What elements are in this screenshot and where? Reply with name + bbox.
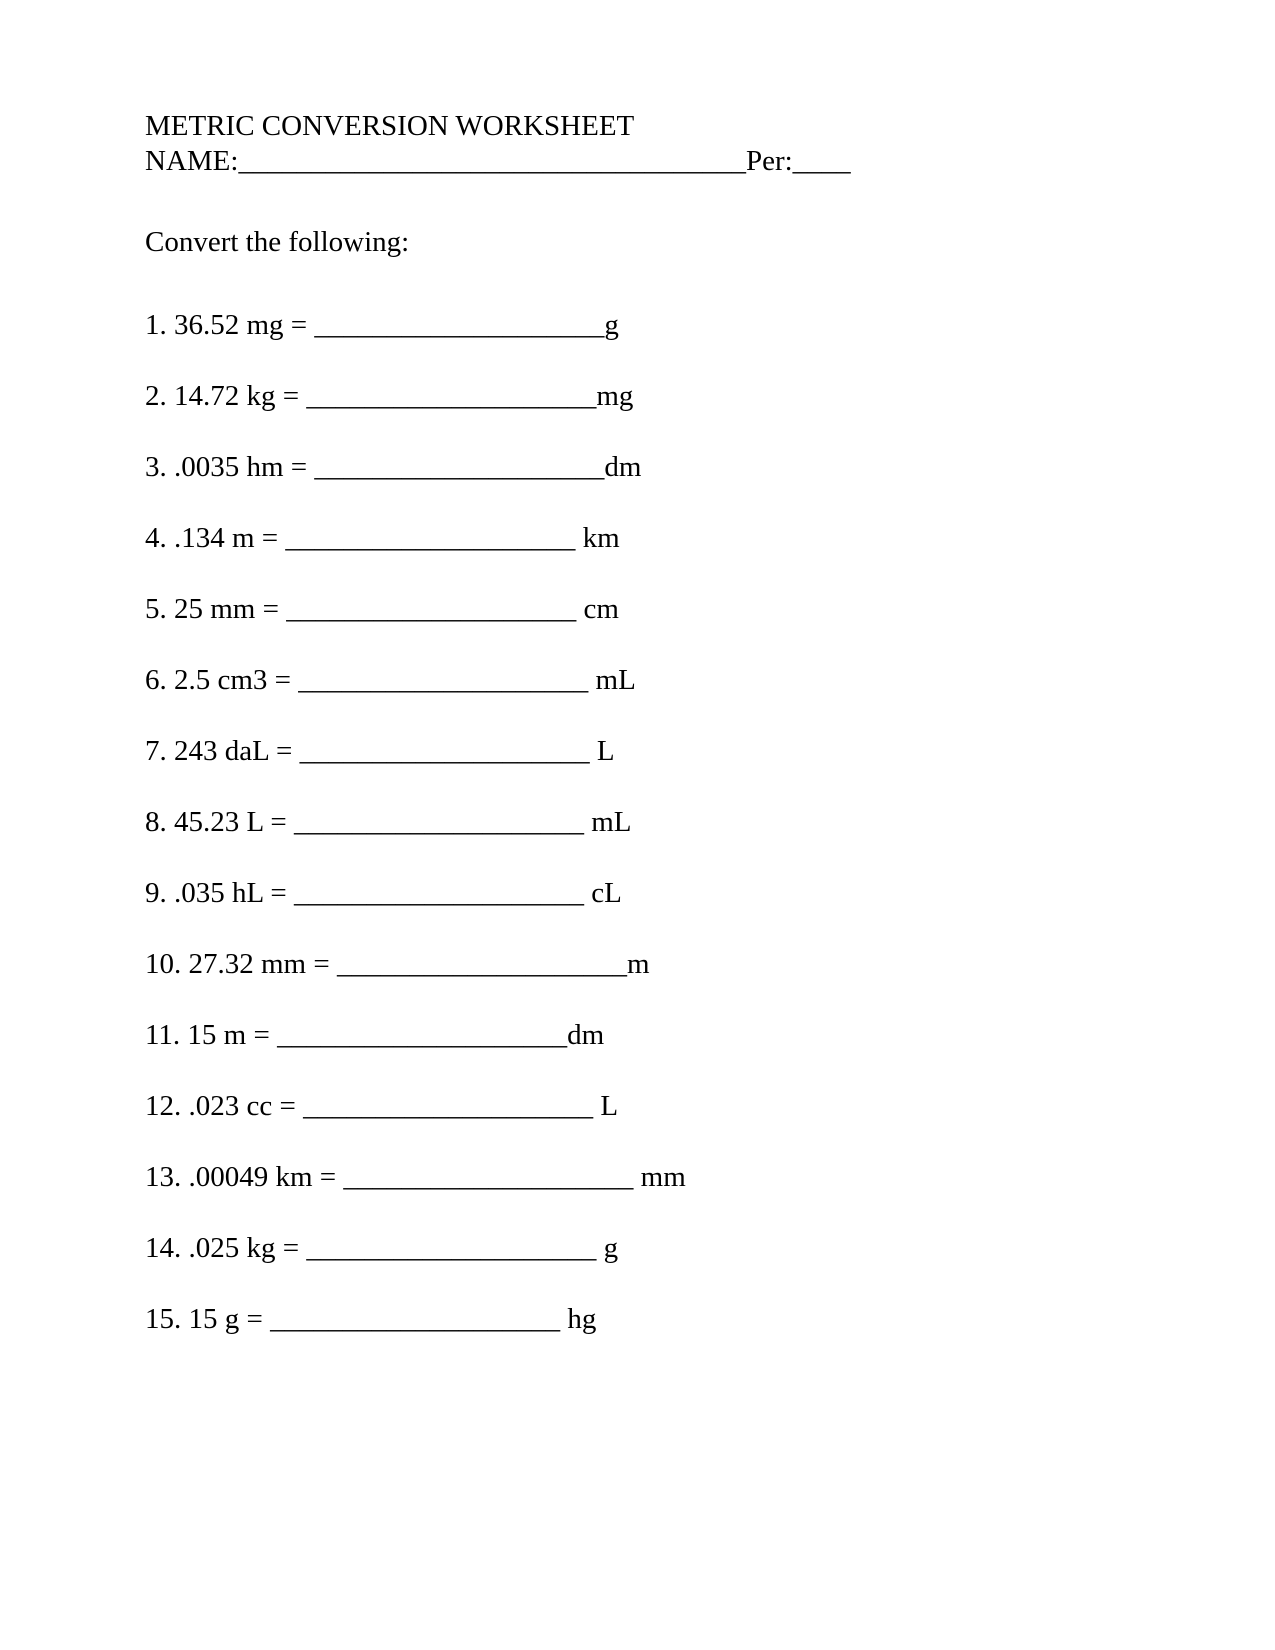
name-per-line: NAME:___________________________________… — [145, 145, 1130, 178]
problem-item: 8. 45.23 L = ____________________ mL — [145, 806, 1130, 839]
problem-item: 4. .134 m = ____________________ km — [145, 522, 1130, 555]
problem-item: 14. .025 kg = ____________________ g — [145, 1232, 1130, 1265]
name-label: NAME: — [145, 145, 238, 177]
worksheet-title: METRIC CONVERSION WORKSHEET — [145, 110, 1130, 143]
problem-item: 3. .0035 hm = ____________________dm — [145, 451, 1130, 484]
per-blank: ____ — [793, 145, 851, 177]
problem-item: 15. 15 g = ____________________ hg — [145, 1303, 1130, 1336]
problem-item: 10. 27.32 mm = ____________________m — [145, 948, 1130, 981]
problem-item: 11. 15 m = ____________________dm — [145, 1019, 1130, 1052]
problem-item: 13. .00049 km = ____________________ mm — [145, 1161, 1130, 1194]
problem-item: 1. 36.52 mg = ____________________g — [145, 309, 1130, 342]
problem-item: 12. .023 cc = ____________________ L — [145, 1090, 1130, 1123]
per-label: Per: — [746, 145, 793, 177]
problems-list: 1. 36.52 mg = ____________________g 2. 14… — [145, 309, 1130, 1336]
instruction-text: Convert the following: — [145, 226, 1130, 259]
name-blank: ___________________________________ — [238, 145, 746, 177]
problem-item: 9. .035 hL = ____________________ cL — [145, 877, 1130, 910]
problem-item: 7. 243 daL = ____________________ L — [145, 735, 1130, 768]
problem-item: 6. 2.5 cm3 = ____________________ mL — [145, 664, 1130, 697]
problem-item: 2. 14.72 kg = ____________________mg — [145, 380, 1130, 413]
problem-item: 5. 25 mm = ____________________ cm — [145, 593, 1130, 626]
